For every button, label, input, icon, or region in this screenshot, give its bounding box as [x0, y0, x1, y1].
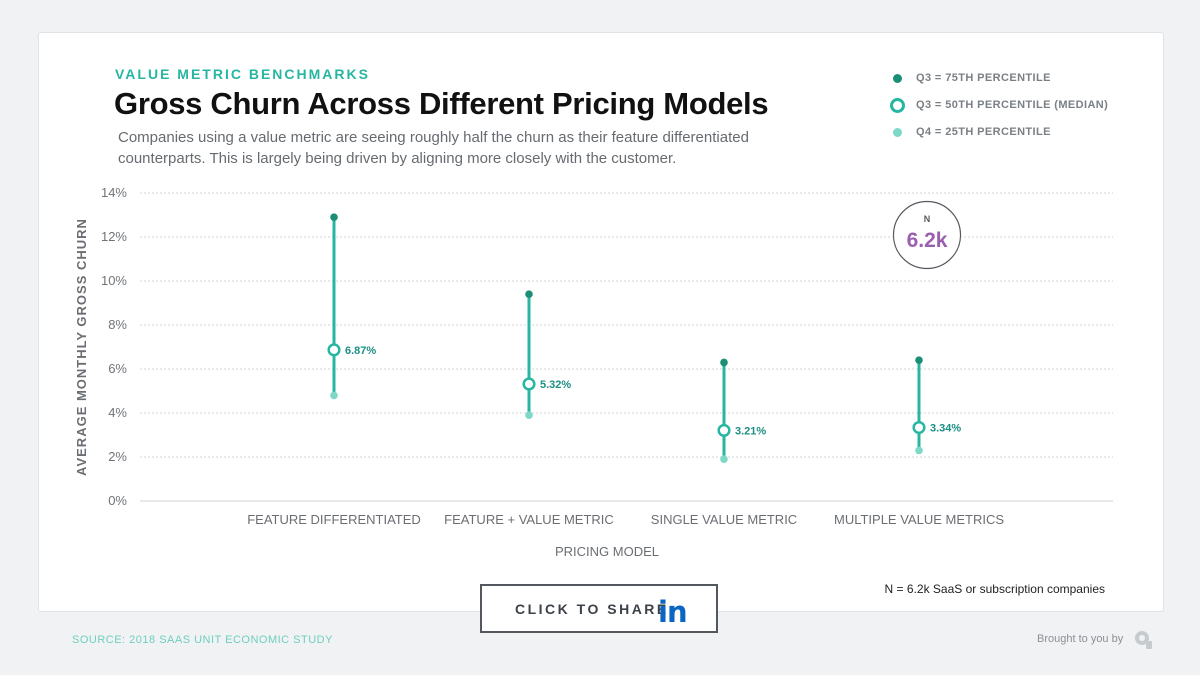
median-point	[717, 423, 731, 437]
x-tick-label: FEATURE + VALUE METRIC	[444, 512, 614, 527]
median-point	[522, 377, 536, 391]
click-to-share-button[interactable]: CLICK TO SHARE in	[480, 584, 718, 633]
x-tick-label: FEATURE DIFFERENTIATED	[247, 512, 421, 527]
legend-label-median: Q3 = 50TH PERCENTILE (MEDIAN)	[916, 99, 1109, 111]
q25-point	[915, 446, 923, 455]
chart-card	[38, 32, 1164, 612]
median-ring-icon	[890, 98, 905, 113]
n-badge-label: N	[924, 214, 931, 224]
y-tick-label: 10%	[101, 273, 127, 288]
chart-title: Gross Churn Across Different Pricing Mod…	[114, 86, 769, 121]
median-data-label: 5.32%	[540, 379, 571, 391]
x-tick-label: MULTIPLE VALUE METRICS	[834, 512, 1004, 527]
share-label: CLICK TO SHARE	[515, 601, 669, 617]
q25-point	[720, 455, 728, 464]
n-badge	[892, 200, 962, 270]
q75-point	[720, 358, 728, 367]
n-badge-value: 6.2k	[907, 229, 948, 252]
q75-point	[915, 356, 923, 365]
y-tick-label: 4%	[108, 405, 127, 420]
q25-point	[525, 411, 533, 420]
q75-point	[330, 213, 338, 221]
median-data-label: 6.87%	[345, 345, 376, 357]
source-note: SOURCE: 2018 SAAS UNIT ECONOMIC STUDY	[72, 634, 333, 646]
profitwell-logo-icon[interactable]	[1133, 629, 1155, 651]
chart-subtitle: Companies using a value metric are seein…	[118, 129, 749, 167]
legend-label-q25: Q4 = 25TH PERCENTILE	[916, 126, 1051, 138]
median-point	[912, 420, 926, 435]
q75-point	[525, 290, 533, 299]
y-tick-label: 12%	[101, 229, 127, 244]
median-point	[327, 343, 341, 357]
legend-label-q75: Q3 = 75TH PERCENTILE	[916, 72, 1051, 84]
y-axis-title: AVERAGE MONTHLY GROSS CHURN	[74, 218, 89, 476]
y-tick-label: 2%	[108, 449, 127, 464]
median-data-label: 3.21%	[735, 425, 766, 437]
median-data-label: 3.34%	[930, 423, 961, 435]
q25-point	[330, 391, 338, 400]
linkedin-icon: in	[658, 595, 688, 629]
y-tick-label: 6%	[108, 361, 127, 376]
eyebrow-label: VALUE METRIC BENCHMARKS	[115, 66, 370, 82]
q25-dot-icon	[893, 128, 902, 137]
sample-size-note: N = 6.2k SaaS or subscription companies	[885, 582, 1105, 596]
credit-text: Brought to you by	[1037, 633, 1124, 645]
x-axis-title: PRICING MODEL	[555, 544, 659, 559]
x-tick-label: SINGLE VALUE METRIC	[651, 512, 797, 527]
y-tick-label: 14%	[101, 185, 127, 200]
y-tick-label: 8%	[108, 317, 127, 332]
y-tick-label: 0%	[108, 493, 127, 508]
q75-dot-icon	[893, 74, 902, 83]
